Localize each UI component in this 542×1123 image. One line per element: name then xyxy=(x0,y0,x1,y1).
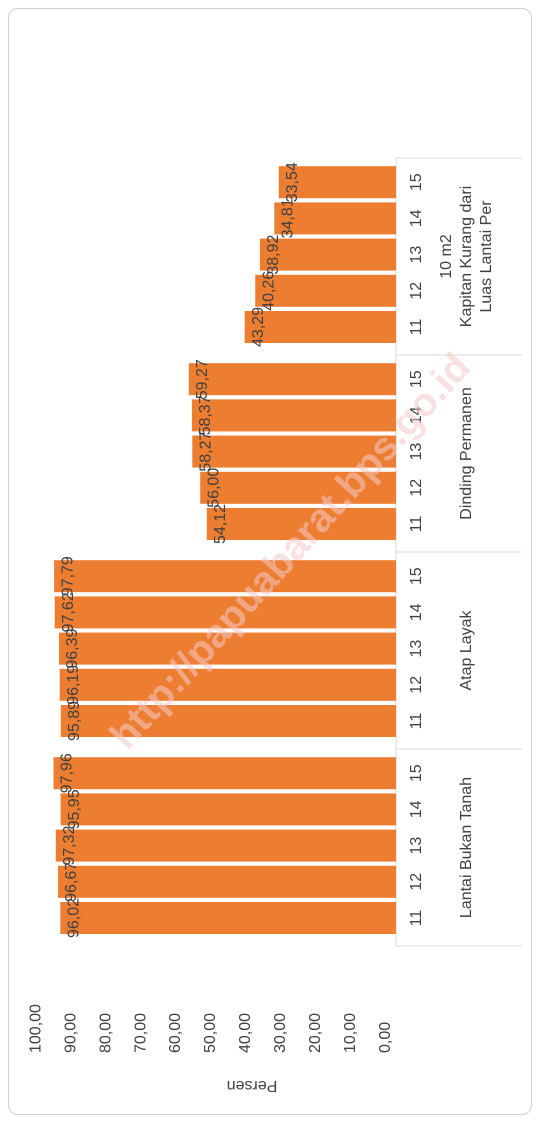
category-tick-label: 13 xyxy=(408,246,425,264)
bar xyxy=(55,829,396,862)
y-tick-label: 90,00 xyxy=(62,1013,79,1053)
bar xyxy=(54,596,396,629)
data-label: 95,95 xyxy=(66,789,83,829)
data-label: 96,02 xyxy=(66,898,83,938)
y-axis-title: Persen xyxy=(227,1077,278,1094)
data-label: 97,32 xyxy=(61,825,78,865)
data-label: 97,96 xyxy=(59,753,76,793)
y-tick-label: 20,00 xyxy=(307,1013,324,1053)
data-label: 95,89 xyxy=(66,701,83,741)
y-tick-label: 50,00 xyxy=(202,1013,219,1053)
category-tick-label: 12 xyxy=(408,282,425,300)
data-label: 97,79 xyxy=(59,556,76,596)
bar xyxy=(200,471,396,504)
bar xyxy=(188,363,396,396)
data-label: 56,00 xyxy=(205,468,222,508)
category-tick-label: 15 xyxy=(408,173,425,191)
bar xyxy=(60,902,396,934)
data-label: 54,12 xyxy=(212,504,229,544)
bar xyxy=(255,274,396,307)
data-label: 96,19 xyxy=(65,665,82,705)
group-label: Atap Layak xyxy=(458,609,475,690)
data-label: 58,37 xyxy=(197,395,214,435)
data-label: 40,26 xyxy=(260,271,277,311)
category-tick-label: 13 xyxy=(408,640,425,658)
category-tick-label: 15 xyxy=(408,764,425,782)
data-label: 58,27 xyxy=(198,431,215,471)
bar xyxy=(58,865,396,898)
group-label: 10 m2 xyxy=(438,234,455,279)
category-tick-label: 11 xyxy=(408,713,425,730)
bar xyxy=(59,632,396,665)
category-tick-label: 12 xyxy=(408,676,425,694)
group-label: Luas Lantai Per xyxy=(478,200,495,313)
bar xyxy=(53,757,396,790)
data-label: 34,81 xyxy=(280,198,297,238)
category-tick-label: 12 xyxy=(408,873,425,891)
y-tick-label: 80,00 xyxy=(97,1013,114,1053)
category-tick-label: 15 xyxy=(408,370,425,388)
category-tick-label: 14 xyxy=(408,406,425,424)
y-tick-label: 70,00 xyxy=(132,1013,149,1053)
data-label: 97,62 xyxy=(60,592,77,632)
category-tick-label: 13 xyxy=(408,443,425,461)
data-label: 38,92 xyxy=(265,234,282,274)
group-label: Kapitan Kurang dari xyxy=(458,186,475,327)
category-tick-label: 12 xyxy=(408,479,425,497)
data-label: 33,54 xyxy=(284,162,301,202)
group-label: Dinding Permanen xyxy=(458,387,475,520)
bar xyxy=(206,508,396,540)
category-tick-label: 11 xyxy=(408,319,425,336)
y-tick-label: 30,00 xyxy=(272,1013,289,1053)
bar xyxy=(60,793,396,826)
category-tick-label: 13 xyxy=(408,837,425,855)
data-label: 43,29 xyxy=(250,307,267,347)
data-label: 96,67 xyxy=(63,862,80,902)
bar xyxy=(191,399,396,432)
data-label: 96,39 xyxy=(64,628,81,668)
category-tick-label: 14 xyxy=(408,209,425,227)
chart-plot: 0,00 10,00 20,00 30,00 40,00 50,00 60,00 70,00 8… xyxy=(27,157,522,1094)
data-label: 59,27 xyxy=(194,359,211,399)
category-tick-label: 14 xyxy=(408,603,425,621)
bar xyxy=(259,238,396,271)
bar xyxy=(59,668,396,701)
group-label: Lantai Bukan Tanah xyxy=(458,777,475,918)
y-tick-label: 40,00 xyxy=(237,1013,254,1053)
bar xyxy=(192,435,396,468)
y-tick-label: 10,00 xyxy=(342,1013,359,1053)
category-tick-label: 14 xyxy=(408,800,425,818)
bar xyxy=(274,202,396,235)
bar xyxy=(244,311,396,343)
bar xyxy=(278,166,396,199)
category-tick-label: 11 xyxy=(408,910,425,927)
bar xyxy=(60,705,396,737)
category-tick-label: 15 xyxy=(408,567,425,585)
category-tick-label: 11 xyxy=(408,516,425,533)
chart-frame xyxy=(8,8,532,1115)
y-tick-label: 60,00 xyxy=(167,1013,184,1053)
bar xyxy=(54,560,396,593)
y-tick-label: 100,00 xyxy=(27,1004,44,1053)
y-tick-label: 0,00 xyxy=(377,1022,394,1053)
